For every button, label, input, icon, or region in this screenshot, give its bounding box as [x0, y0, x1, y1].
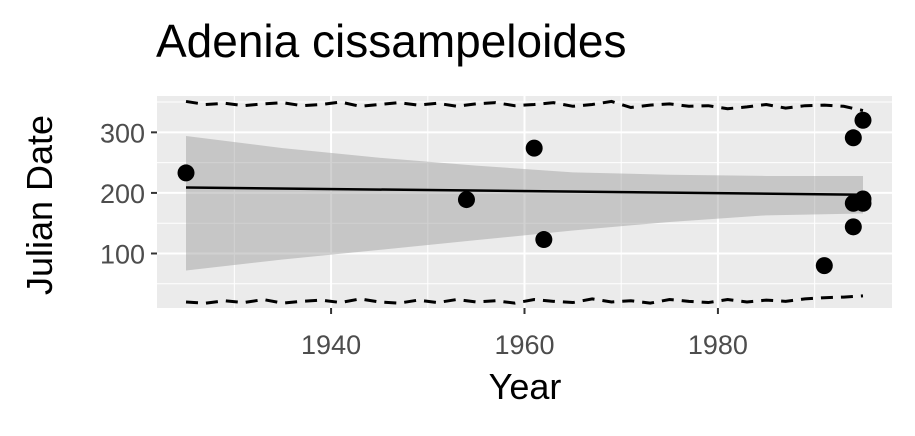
upper-dashed-line — [185, 99, 864, 113]
data-point — [815, 257, 833, 275]
data-point — [457, 191, 475, 209]
x-axis-label: Year — [488, 366, 562, 407]
data-point — [854, 194, 872, 212]
data-point — [844, 129, 862, 147]
x-tick-label: 1980 — [688, 330, 748, 360]
data-point — [177, 164, 195, 182]
y-tick-label: 100 — [100, 239, 145, 269]
chart-title: Adenia cissampeloides — [156, 15, 627, 67]
y-tick-label: 300 — [100, 118, 145, 148]
y-tick-label: 200 — [100, 179, 145, 209]
data-point — [525, 139, 543, 157]
data-point — [844, 218, 862, 236]
fit-line — [185, 186, 864, 196]
x-tick-label: 1960 — [494, 330, 554, 360]
x-tick-label: 1940 — [301, 330, 361, 360]
data-point — [854, 111, 872, 129]
data-point — [535, 231, 553, 249]
lower-dashed-line — [185, 294, 864, 305]
confidence-band — [186, 135, 863, 271]
